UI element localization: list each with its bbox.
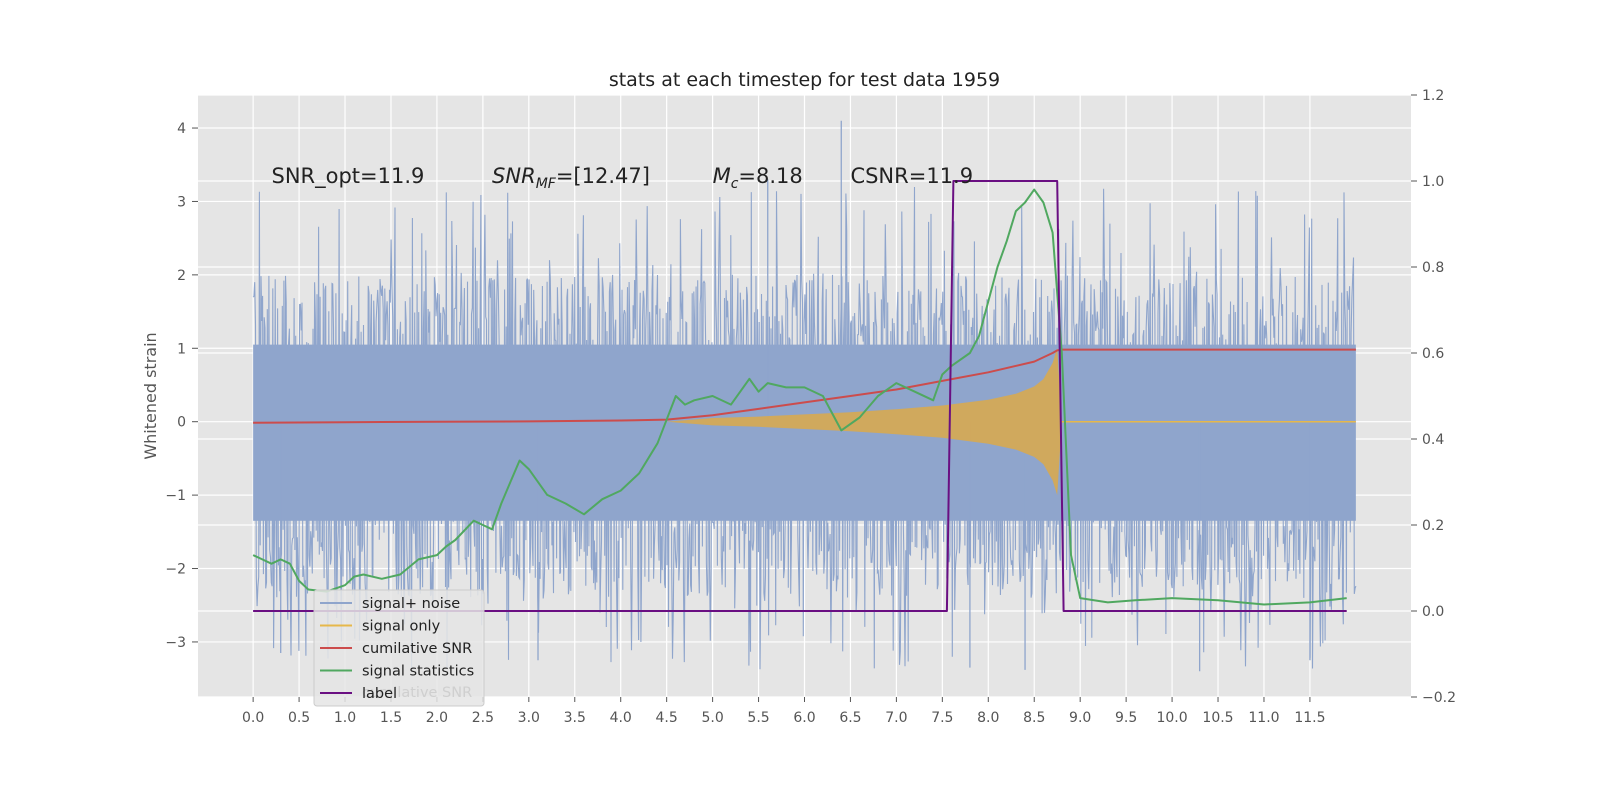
y-right-tick-label: 0.6 — [1422, 346, 1444, 362]
legend-label: cumilative SNR — [362, 641, 472, 657]
annotation-4: CSNR=11.9 — [850, 164, 973, 188]
legend-label: signal+ noise — [362, 596, 460, 612]
y-right-tick-label: 0.0 — [1422, 604, 1444, 620]
x-tick-label: 2.5 — [472, 710, 494, 726]
y-right-tick-label: 0.8 — [1422, 260, 1444, 276]
legend-label-bg — [360, 682, 400, 702]
series-line — [253, 180, 1347, 612]
series-signal-only — [253, 348, 1356, 496]
legend-label: signal statistics — [362, 664, 474, 680]
x-tick-label: 8.5 — [1023, 710, 1045, 726]
legend-label: label — [362, 686, 397, 702]
x-tick-label: 10.5 — [1202, 710, 1233, 726]
x-tick-label: 8.0 — [977, 710, 999, 726]
y-right-tick-label: 1.2 — [1422, 88, 1444, 104]
series-label — [253, 180, 1347, 612]
series-signal-statistics — [252, 188, 1347, 606]
chart-title: stats at each timestep for test data 195… — [609, 69, 1000, 91]
x-tick-label: 4.5 — [656, 710, 678, 726]
y-right-tick-label: 0.2 — [1422, 518, 1444, 534]
y-axis-label: Whitened strain — [141, 332, 160, 459]
y-left-tick-label: 0 — [177, 415, 186, 431]
y-left-tick-label: 3 — [177, 194, 186, 210]
x-tick-label: 5.0 — [701, 710, 723, 726]
x-tick-label: 0.0 — [242, 710, 264, 726]
series-line — [252, 188, 1347, 606]
x-tick-label: 1.0 — [334, 710, 356, 726]
x-tick-label: 0.5 — [288, 710, 310, 726]
legend-ghost-text: cumilative SNR — [362, 685, 472, 701]
annotations: SNR_opt=11.9 SNRMF=[12.47] Mc=8.18 CSNR=11.… — [272, 164, 974, 192]
y-left-tick-label: −3 — [165, 635, 186, 651]
series-cumilative-snr — [253, 348, 1356, 424]
x-tick-label: 5.5 — [747, 710, 769, 726]
y-right-tick-label: 1.0 — [1422, 174, 1444, 190]
x-tick-label: 6.5 — [839, 710, 861, 726]
series-signal-noise — [252, 120, 1357, 672]
noise-band — [253, 344, 1356, 521]
legend-label: signal only — [362, 619, 441, 635]
x-tick-label: 3.5 — [564, 710, 586, 726]
y-left-tick-label: 4 — [177, 121, 186, 137]
x-tick-label: 9.0 — [1069, 710, 1091, 726]
x-tick-label: 11.5 — [1294, 710, 1325, 726]
annotation-1: SNR_opt=11.9 — [272, 164, 425, 189]
x-tick-label: 6.0 — [793, 710, 815, 726]
annotation-2: SNRMF=[12.47] — [492, 164, 650, 192]
signal-envelope — [253, 348, 1356, 496]
x-tick-label: 2.0 — [426, 710, 448, 726]
annotation-3: Mc=8.18 — [713, 164, 803, 192]
legend: cumilative SNR signal+ noise signal only cu… — [313, 589, 485, 707]
x-tick-label: 11.0 — [1248, 710, 1279, 726]
x-tick-label: 9.5 — [1115, 710, 1137, 726]
x-tick-label: 1.5 — [380, 710, 402, 726]
y-left-tick-label: 1 — [177, 341, 186, 357]
y-left-tick-label: −1 — [165, 488, 186, 504]
x-tick-label: 7.0 — [885, 710, 907, 726]
series-line — [253, 348, 1356, 424]
x-tick-label: 3.0 — [518, 710, 540, 726]
x-tick-label: 4.0 — [610, 710, 632, 726]
noise-trace — [252, 186, 1357, 670]
y-left-tick-label: 2 — [177, 268, 186, 284]
x-tick-label: 10.0 — [1156, 710, 1187, 726]
y-right-tick-label: 0.4 — [1422, 432, 1444, 448]
y-right-tick-label: −0.2 — [1422, 690, 1456, 706]
y-left-tick-label: −2 — [165, 562, 186, 578]
series-layer — [252, 120, 1357, 672]
axes: 0.0 0.5 1.0 1.5 2.0 2.5 3.0 3.5 4.0 4.5 5.0 5.5 6.0 6… — [165, 88, 1456, 726]
legend-box — [313, 589, 485, 707]
x-tick-label: 7.5 — [931, 710, 953, 726]
